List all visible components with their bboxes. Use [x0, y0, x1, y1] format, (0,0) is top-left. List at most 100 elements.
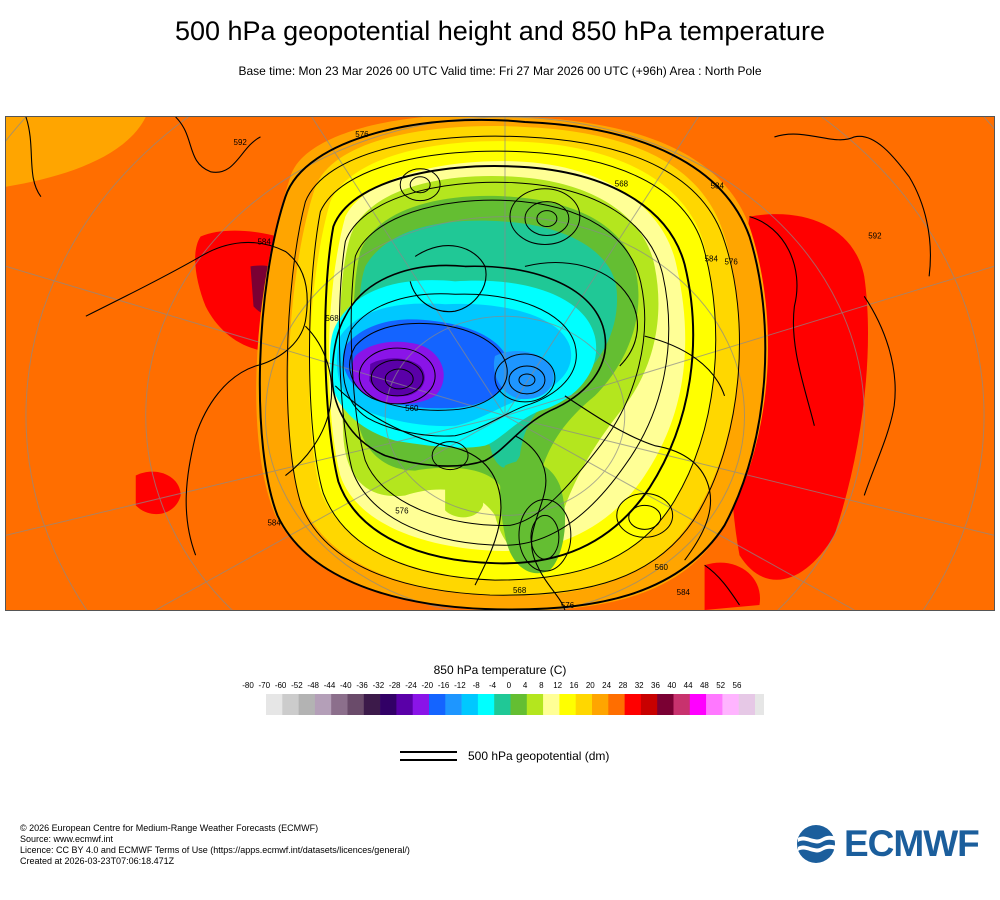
- colorbar-tick-label: -52: [291, 681, 303, 690]
- colorbar-swatch: [575, 694, 593, 715]
- contour-legend: 500 hPa geopotential (dm): [400, 748, 660, 768]
- footer-source: Source: www.ecmwf.int: [20, 834, 114, 844]
- colorbar-swatch: [755, 694, 764, 715]
- colorbar-swatch: [640, 694, 658, 715]
- temperature-colorbar: -80 -70 -60 -52 -48 -44 -40 -36 -32 -28 -24 -20 -16-…: [242, 681, 764, 715]
- ecmwf-logo-text: ECMWF: [844, 823, 980, 864]
- contour-label: 576: [355, 130, 369, 139]
- footer-created: Created at 2026-03-23T07:06:18.471Z: [20, 856, 175, 866]
- colorbar-swatch: [282, 694, 299, 715]
- ecmwf-logo-icon: [797, 825, 840, 863]
- contour-label: 576: [725, 257, 739, 266]
- colorbar-tick-label: 48: [700, 681, 709, 690]
- contour-label: 584: [705, 254, 719, 263]
- cold-core: [369, 358, 425, 397]
- contour-label: 592: [234, 138, 248, 147]
- ecmwf-logo: ECMWF: [796, 824, 986, 866]
- colorbar-tick-label: 20: [586, 681, 595, 690]
- colorbar-swatch: [380, 694, 397, 715]
- colorbar-swatch: [689, 694, 707, 715]
- colorbar-tick-label: 36: [651, 681, 660, 690]
- colorbar-swatch: [412, 694, 430, 715]
- colorbar-swatch: [722, 694, 739, 715]
- contour-label: 576: [395, 506, 409, 515]
- colorbar-swatch: [266, 694, 283, 715]
- contour-label: 568: [615, 180, 629, 189]
- colorbar-swatch: [673, 694, 691, 715]
- colorbar-tick-label: 52: [716, 681, 725, 690]
- colorbar-swatch: [526, 694, 544, 715]
- contour-label: 568: [325, 314, 339, 323]
- colorbar-swatch: [738, 694, 756, 715]
- contour-label: 584: [267, 518, 281, 527]
- contour-label: 592: [868, 232, 882, 241]
- colorbar-swatch: [331, 694, 348, 715]
- footer-copyright: © 2026 European Centre for Medium-Range …: [20, 823, 319, 833]
- colorbar-tick-label: 32: [635, 681, 644, 690]
- colorbar-tick-label: -80: [242, 681, 254, 690]
- colorbar-tick-label: -28: [389, 681, 401, 690]
- colorbar-swatch: [706, 694, 723, 715]
- footer-licence: Licence: CC BY 4.0 and ECMWF Terms of Us…: [20, 845, 410, 855]
- colorbar-tick-label: -8: [473, 681, 481, 690]
- colorbar-swatch: [429, 694, 446, 715]
- contour-label: 568: [513, 586, 527, 595]
- colorbar-swatch: [510, 694, 528, 715]
- colorbar-swatch: [543, 694, 560, 715]
- colorbar-swatch: [298, 694, 316, 715]
- contour-label: 560: [405, 404, 419, 413]
- weather-map: 576 560 584 568 576 576 584 584 592 584 …: [5, 116, 995, 611]
- colorbar-tick-label: 8: [539, 681, 544, 690]
- colorbar-tick-label: 0: [507, 681, 512, 690]
- colorbar-swatch: [608, 694, 625, 715]
- contour-label: 560: [655, 563, 669, 572]
- contour-legend-line-icon: [400, 751, 457, 763]
- colorbar-tick-label: 56: [733, 681, 742, 690]
- graticule: [6, 117, 994, 610]
- colorbar-swatch: [657, 694, 674, 715]
- colorbar-swatch: [445, 694, 462, 715]
- contour-label: 584: [711, 182, 725, 191]
- colorbar-tick-label: -36: [356, 681, 368, 690]
- footer-credits: © 2026 European Centre for Medium-Range …: [20, 823, 410, 867]
- colorbar-tick-label: 16: [570, 681, 579, 690]
- colorbar-tick-label: 44: [684, 681, 693, 690]
- colorbar-tick-label: -40: [340, 681, 352, 690]
- colorbar-swatch: [347, 694, 365, 715]
- colorbar-tick-label: -32: [373, 681, 385, 690]
- geopotential-contours: [258, 118, 767, 610]
- warm-patch-northwest: [6, 117, 146, 187]
- contour-labels: 576 560 584 568 576 576 584 584 592 584 …: [234, 130, 883, 610]
- colorbar-tick-label: -20: [422, 681, 434, 690]
- colorbar-swatch: [363, 694, 381, 715]
- colorbar-swatch: [461, 694, 479, 715]
- colorbar-swatch: [396, 694, 413, 715]
- legend-title: 850 hPa temperature (C): [433, 663, 567, 677]
- contour-label: 584: [677, 588, 691, 597]
- colorbar-tick-label: -24: [405, 681, 417, 690]
- contour-legend-label: 500 hPa geopotential (dm): [468, 749, 610, 763]
- colorbar-swatch: [477, 694, 495, 715]
- colorbar-tick-label: -4: [489, 681, 497, 690]
- colorbar-tick-label: 24: [602, 681, 611, 690]
- warm-patch-southeast: [704, 562, 761, 610]
- colorbar-swatch: [559, 694, 576, 715]
- colorbar-tick-label: 4: [523, 681, 528, 690]
- colorbar-swatch: [624, 694, 642, 715]
- contour-label: 584: [257, 237, 271, 246]
- colorbar-tick-label: -48: [307, 681, 319, 690]
- colorbar-tick-label: -12: [454, 681, 466, 690]
- colorbar-swatch: [494, 694, 511, 715]
- colorbar-swatch: [314, 694, 332, 715]
- colorbar-tick-label: -16: [438, 681, 450, 690]
- contour-label: 576: [561, 601, 575, 610]
- chart-subtitle: Base time: Mon 23 Mar 2026 00 UTC Valid …: [238, 64, 762, 78]
- colorbar-tick-label: -44: [324, 681, 336, 690]
- colorbar-tick-label: 12: [553, 681, 562, 690]
- chart-title: 500 hPa geopotential height and 850 hPa …: [174, 16, 825, 46]
- colorbar-tick-label: -60: [275, 681, 287, 690]
- temperature-patch-south: [445, 481, 484, 518]
- colorbar-swatch: [592, 694, 609, 715]
- colorbar-tick-label: -70: [259, 681, 271, 690]
- colorbar-tick-label: 28: [618, 681, 627, 690]
